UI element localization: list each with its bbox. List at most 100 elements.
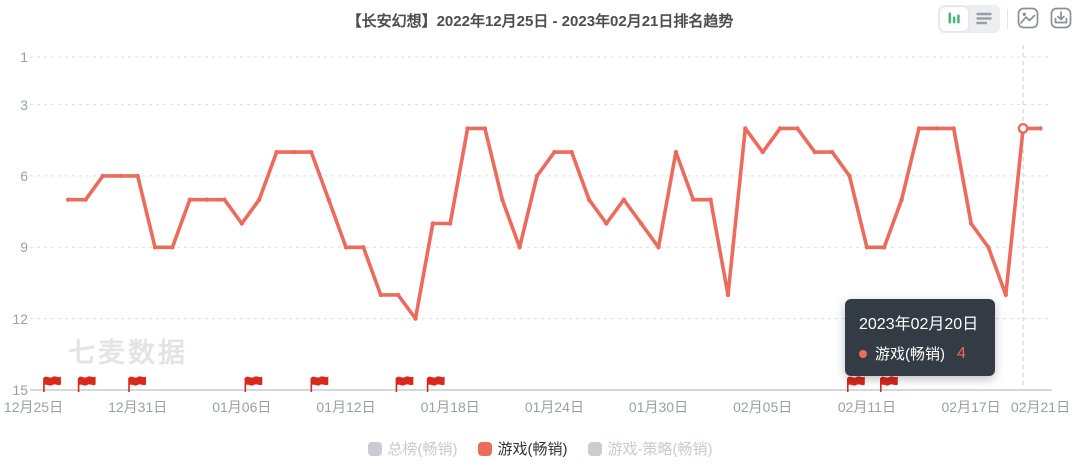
- data-point[interactable]: [448, 221, 453, 226]
- hovered-data-point[interactable]: [1017, 122, 1029, 134]
- data-point[interactable]: [691, 197, 696, 202]
- legend-label: 总榜(畅销): [387, 441, 458, 458]
- data-point[interactable]: [951, 126, 956, 131]
- x-axis-tick-label: 02月05日: [733, 399, 793, 415]
- series-line[interactable]: [66, 126, 1043, 321]
- data-point[interactable]: [534, 173, 540, 179]
- version-flag-icon[interactable]: [426, 376, 445, 392]
- data-point[interactable]: [1003, 292, 1008, 298]
- download-icon: [1049, 6, 1073, 33]
- data-point[interactable]: [968, 221, 974, 226]
- data-point[interactable]: [291, 149, 297, 155]
- version-flag-icon[interactable]: [77, 376, 96, 392]
- data-point[interactable]: [170, 245, 175, 250]
- data-point[interactable]: [83, 197, 88, 202]
- legend-swatch-icon: [477, 441, 492, 456]
- data-point[interactable]: [1038, 126, 1043, 131]
- data-point[interactable]: [378, 292, 383, 298]
- x-axis-tick-label: 02月17日: [941, 399, 1001, 415]
- data-point[interactable]: [517, 245, 522, 250]
- list-view-button[interactable]: [970, 7, 998, 31]
- data-point[interactable]: [708, 197, 713, 202]
- y-axis-tick-label: 12: [12, 310, 28, 327]
- data-point[interactable]: [777, 126, 783, 131]
- data-point[interactable]: [309, 149, 314, 155]
- y-axis-tick-label: 3: [20, 96, 28, 113]
- data-point[interactable]: [552, 149, 557, 155]
- version-flag-icon[interactable]: [43, 376, 61, 392]
- data-point[interactable]: [430, 221, 435, 226]
- legend-label: 游戏(畅销): [497, 441, 568, 458]
- data-point[interactable]: [882, 245, 887, 250]
- data-point[interactable]: [413, 316, 418, 321]
- data-point[interactable]: [326, 197, 331, 202]
- data-point[interactable]: [725, 292, 731, 298]
- data-point[interactable]: [204, 197, 210, 202]
- data-point[interactable]: [187, 197, 192, 202]
- data-point[interactable]: [986, 245, 991, 250]
- data-point[interactable]: [361, 245, 366, 250]
- version-flag-icon[interactable]: [879, 376, 898, 392]
- data-point[interactable]: [830, 149, 835, 155]
- data-point[interactable]: [100, 173, 106, 179]
- data-point[interactable]: [274, 149, 279, 155]
- controls-divider: [1007, 9, 1008, 29]
- data-point[interactable]: [569, 149, 574, 155]
- data-point[interactable]: [395, 292, 401, 298]
- data-point[interactable]: [621, 197, 626, 202]
- list-icon: [975, 9, 993, 30]
- x-axis-tick-label: 01月12日: [316, 399, 376, 415]
- version-flag-icon[interactable]: [244, 376, 263, 392]
- legend-item[interactable]: 游戏-策略(畅销): [587, 438, 713, 459]
- legend-label: 游戏-策略(畅销): [607, 441, 713, 458]
- page-title: 【长安幻想】2022年12月25日 - 2023年02月21日排名趋势: [346, 13, 734, 30]
- legend-swatch-icon: [367, 441, 382, 456]
- x-axis-tick-label: 01月30日: [628, 399, 689, 415]
- data-point[interactable]: [916, 126, 922, 131]
- x-axis-tick-label: 01月18日: [420, 399, 480, 415]
- data-point[interactable]: [899, 197, 904, 202]
- data-point[interactable]: [743, 126, 748, 131]
- data-point[interactable]: [257, 197, 262, 202]
- data-point[interactable]: [656, 245, 661, 250]
- data-point[interactable]: [482, 126, 488, 131]
- data-point[interactable]: [152, 245, 158, 250]
- data-point[interactable]: [934, 126, 939, 131]
- data-point[interactable]: [864, 245, 870, 250]
- view-toggle-group: [938, 5, 1000, 33]
- export-image-button[interactable]: [1015, 6, 1041, 32]
- data-point[interactable]: [135, 173, 140, 179]
- data-point[interactable]: [847, 173, 852, 179]
- data-point[interactable]: [500, 197, 505, 202]
- data-point[interactable]: [465, 126, 470, 131]
- data-point[interactable]: [343, 245, 349, 250]
- version-flag-icon[interactable]: [395, 376, 414, 392]
- data-point[interactable]: [639, 221, 644, 226]
- y-axis-tick-label: 15: [12, 382, 28, 398]
- version-flag-icon[interactable]: [846, 376, 865, 392]
- data-point[interactable]: [812, 149, 817, 155]
- qimai-watermark: 七麦数据: [68, 338, 188, 368]
- data-point[interactable]: [66, 197, 71, 202]
- data-point[interactable]: [586, 197, 592, 202]
- data-point[interactable]: [673, 149, 679, 155]
- x-axis-tick-label: 01月24日: [524, 399, 584, 415]
- legend-item[interactable]: 游戏(畅销): [477, 438, 568, 459]
- download-button[interactable]: [1048, 6, 1074, 32]
- data-point[interactable]: [760, 149, 765, 155]
- data-point[interactable]: [795, 126, 800, 131]
- x-axis-tick-label: 12月31日: [108, 399, 168, 415]
- data-point[interactable]: [604, 221, 609, 226]
- legend-item[interactable]: 总榜(畅销): [367, 438, 458, 459]
- image-icon: [1016, 6, 1040, 33]
- y-axis-tick-label: 1: [20, 49, 28, 65]
- version-flag-icon[interactable]: [128, 376, 146, 392]
- chart-view-button[interactable]: [940, 7, 968, 31]
- data-point[interactable]: [239, 221, 244, 226]
- data-point[interactable]: [222, 197, 227, 202]
- x-axis-tick-label: 12月25日: [3, 399, 64, 415]
- version-flag-icon[interactable]: [310, 376, 329, 392]
- bar-chart-icon: [945, 9, 963, 30]
- y-axis-tick-label: 9: [20, 239, 28, 256]
- data-point[interactable]: [118, 173, 123, 179]
